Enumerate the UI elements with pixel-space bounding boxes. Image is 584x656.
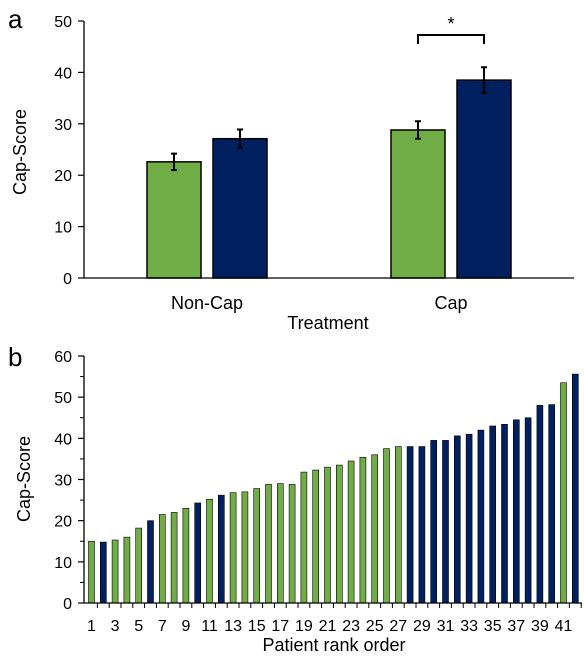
panel-b-bar: [394, 446, 402, 604]
panel-b-x-tick-label: 7: [158, 618, 167, 635]
panel-b-bar: [159, 514, 166, 604]
panel-b-bar: [560, 382, 567, 604]
panel-a-bar: [390, 129, 446, 279]
panel-b-bar: [489, 425, 497, 604]
panel-b-bar: [430, 440, 438, 604]
panel-b-bar: [548, 404, 556, 604]
panel-a-y-tick-label: 50: [54, 14, 72, 31]
panel-b-x-tick-label: 13: [224, 618, 242, 635]
panel-b-x-tick-label: 19: [295, 618, 313, 635]
panel-b-y-tick-label: 10: [54, 555, 72, 572]
panel-b-bar: [312, 469, 320, 604]
panel-b-bar: [383, 448, 390, 604]
panel-a-category-label: Non-Cap: [171, 293, 243, 313]
panel-b-bar: [335, 464, 343, 604]
panel-a-chart: a Cap-Score Treatment 0 10 20 30 40 50 Non-Ca…: [8, 4, 574, 333]
panel-b-x-tick-label: 37: [507, 618, 525, 635]
panel-b-x-tick-label: 41: [555, 618, 573, 635]
panel-b-bar: [288, 484, 296, 604]
panel-b-x-tick-label: 35: [484, 618, 502, 635]
panel-b-y-axis-title: Cap-Score: [14, 436, 34, 522]
panel-b-x-tick-label: 25: [366, 618, 384, 635]
panel-b-y-tick-label: 0: [63, 596, 72, 613]
panel-b-x-tick-label: 29: [413, 618, 431, 635]
panel-a-bar: [146, 161, 202, 279]
panel-b-y-tick-label: 40: [54, 431, 72, 448]
panel-a-category-label: Cap: [434, 293, 467, 313]
panel-b-x-tick-label: 33: [460, 618, 478, 635]
panel-b-x-tick-label: 1: [87, 618, 96, 635]
panel-b-bar: [371, 454, 379, 604]
panel-b-x-tick-label: 27: [389, 618, 407, 635]
panel-b-label: b: [8, 342, 22, 372]
panel-a-y-tick-label: 20: [54, 168, 72, 185]
panel-b-y-tick-label: 30: [54, 473, 72, 490]
panel-a-label: a: [8, 4, 23, 34]
panel-b-bar: [194, 502, 201, 604]
panel-b-y-tick-label: 20: [54, 514, 72, 531]
panel-b-bar: [442, 440, 449, 604]
panel-a-bar: [212, 137, 268, 279]
panel-b-bar: [206, 498, 213, 604]
panel-b-bar: [571, 373, 579, 604]
panel-b-bar: [111, 539, 119, 604]
panel-a-y-tick-label: 0: [63, 271, 72, 288]
panel-b-bar: [229, 492, 237, 604]
panel-b-bar: [88, 540, 95, 604]
panel-a-y-tick-label: 40: [54, 65, 72, 82]
panel-b-bar: [501, 424, 508, 604]
panel-b-x-tick-label: 31: [437, 618, 455, 635]
panel-b-bar: [135, 527, 142, 604]
panel-b-bar: [524, 417, 532, 604]
panel-b-x-tick-label: 9: [181, 618, 190, 635]
panel-b-bar: [465, 433, 473, 604]
panel-b-x-tick-label: 3: [111, 618, 120, 635]
panel-b-bar: [182, 508, 190, 604]
panel-b-bar: [123, 536, 131, 604]
panel-b-x-tick-label: 21: [319, 618, 337, 635]
panel-a-y-axis-title: Cap-Score: [10, 109, 30, 195]
panel-b-bar: [359, 456, 367, 604]
panel-b-x-tick-label: 11: [201, 618, 218, 635]
panel-b-chart: b Cap-Score Patient rank order 0 10 20 30 40…: [8, 342, 582, 655]
panel-b-y-tick-label: 60: [54, 349, 72, 366]
panel-a-significance-bracket: [417, 34, 485, 44]
panel-a-y-tick-label: 10: [54, 220, 72, 237]
panel-a-significance-label: *: [447, 14, 454, 34]
panel-b-bar: [147, 520, 154, 604]
panel-b-bar: [406, 446, 414, 604]
panel-b-bar: [418, 446, 426, 604]
panel-b-bar: [300, 471, 308, 604]
panel-a-y-tick-label: 30: [54, 117, 72, 134]
panel-b-x-tick-label: 5: [134, 618, 143, 635]
panel-b-bar: [100, 541, 107, 604]
panel-b-x-tick-label: 15: [248, 618, 266, 635]
panel-b-bar: [265, 484, 272, 604]
panel-b-bar: [536, 405, 544, 604]
panel-b-x-tick-label: 17: [271, 618, 289, 635]
panel-b-bar: [347, 460, 355, 604]
panel-b-bar: [241, 491, 249, 604]
panel-b-bar: [276, 483, 284, 604]
panel-a-bar: [456, 79, 512, 279]
panel-b-x-tick-label: 39: [531, 618, 549, 635]
panel-a-x-axis-title: Treatment: [287, 313, 368, 333]
panel-b-bar: [512, 419, 520, 604]
panel-b-bar: [477, 429, 485, 604]
panel-b-y-tick-label: 50: [54, 390, 72, 407]
panel-b-x-axis-title: Patient rank order: [262, 635, 405, 655]
panel-b-bar: [324, 466, 331, 604]
panel-b-x-tick-label: 23: [342, 618, 360, 635]
panel-b-bar: [453, 435, 461, 604]
panel-b-bar: [170, 512, 178, 604]
panel-b-bar: [218, 494, 225, 604]
panel-b-bar: [253, 488, 260, 604]
